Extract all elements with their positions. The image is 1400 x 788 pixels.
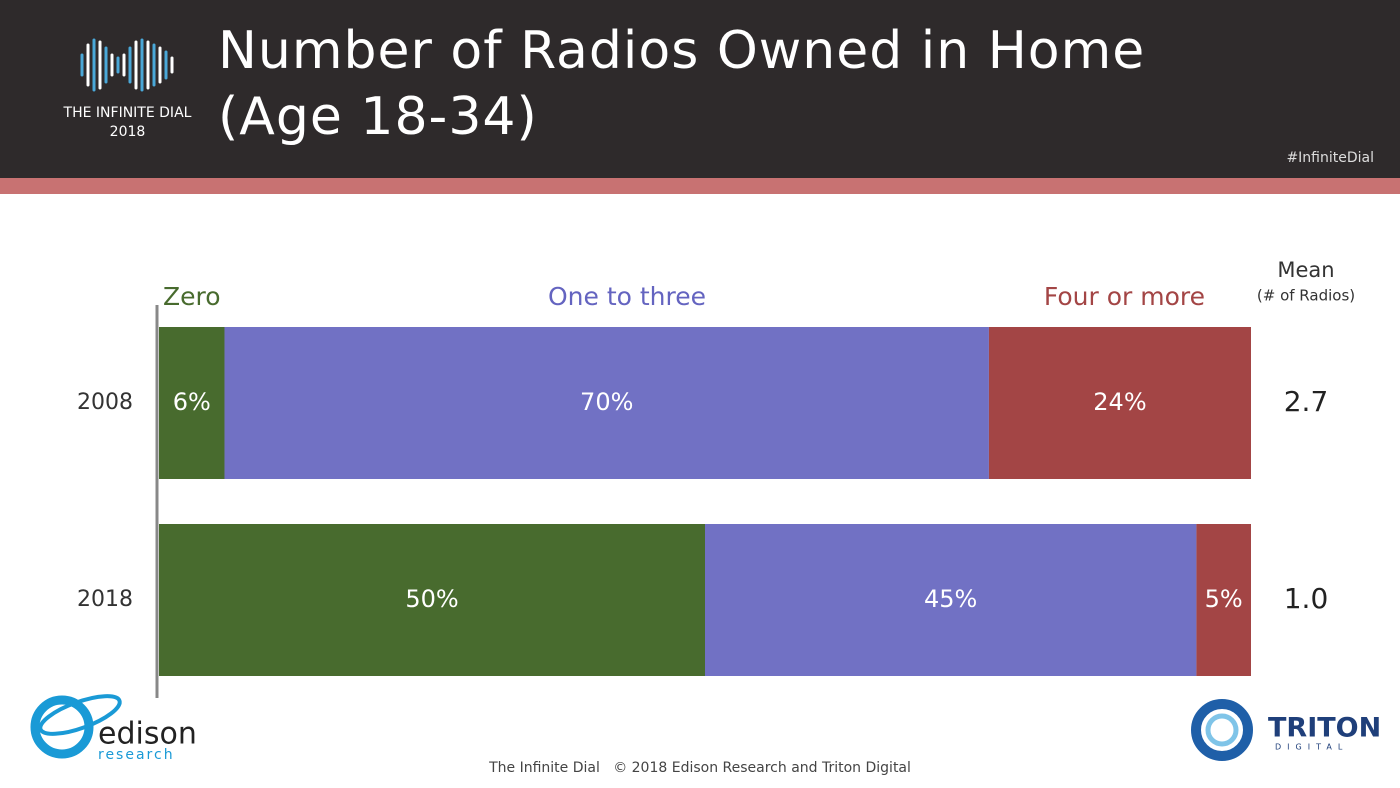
header-stripe xyxy=(0,178,1400,194)
bar-segment xyxy=(159,327,225,479)
mean-title: Mean xyxy=(1277,258,1334,282)
legend-label: One to three xyxy=(548,282,706,311)
edison-logo: edison research xyxy=(30,694,197,763)
triton-sub: DIGITAL xyxy=(1275,743,1348,752)
brand-name: THE INFINITE DIAL xyxy=(63,105,192,121)
brand-year: 2018 xyxy=(109,124,146,140)
legend-label: Zero xyxy=(163,282,221,311)
brand: THE INFINITE DIAL 2018 xyxy=(55,104,200,142)
bar-segment xyxy=(159,524,705,676)
data-label: 45% xyxy=(924,585,977,613)
brand-icon xyxy=(80,38,174,92)
chart-title: Number of Radios Owned in Home (Age 18-3… xyxy=(218,21,1146,147)
bar-segment xyxy=(988,327,1251,479)
data-label: 6% xyxy=(173,388,211,416)
category-label: 2008 xyxy=(77,390,133,415)
edison-sub: research xyxy=(98,747,175,763)
mean-value: 2.7 xyxy=(1284,385,1329,418)
legend-label: Four or more xyxy=(1044,282,1205,311)
triton-logo: TRITON DIGITAL xyxy=(1191,699,1381,761)
data-label: 70% xyxy=(580,388,633,416)
bar-segment xyxy=(1196,524,1251,676)
category-label: 2018 xyxy=(77,587,133,612)
data-label: 5% xyxy=(1205,585,1243,613)
bar-segment xyxy=(705,524,1197,676)
mean-subtitle: (# of Radios) xyxy=(1257,287,1355,305)
edison-name: edison xyxy=(98,717,197,752)
hashtag: #InfiniteDial xyxy=(1286,150,1374,166)
footer: The Infinite Dial © 2018 Edison Research… xyxy=(488,760,911,776)
data-label: 24% xyxy=(1093,388,1146,416)
mean-value: 1.0 xyxy=(1284,582,1329,615)
data-label: 50% xyxy=(405,585,458,613)
bar-segment xyxy=(224,327,989,479)
triton-name: TRITON xyxy=(1268,713,1381,744)
header: THE INFINITE DIAL 2018 Number of Radios O… xyxy=(0,0,1400,178)
